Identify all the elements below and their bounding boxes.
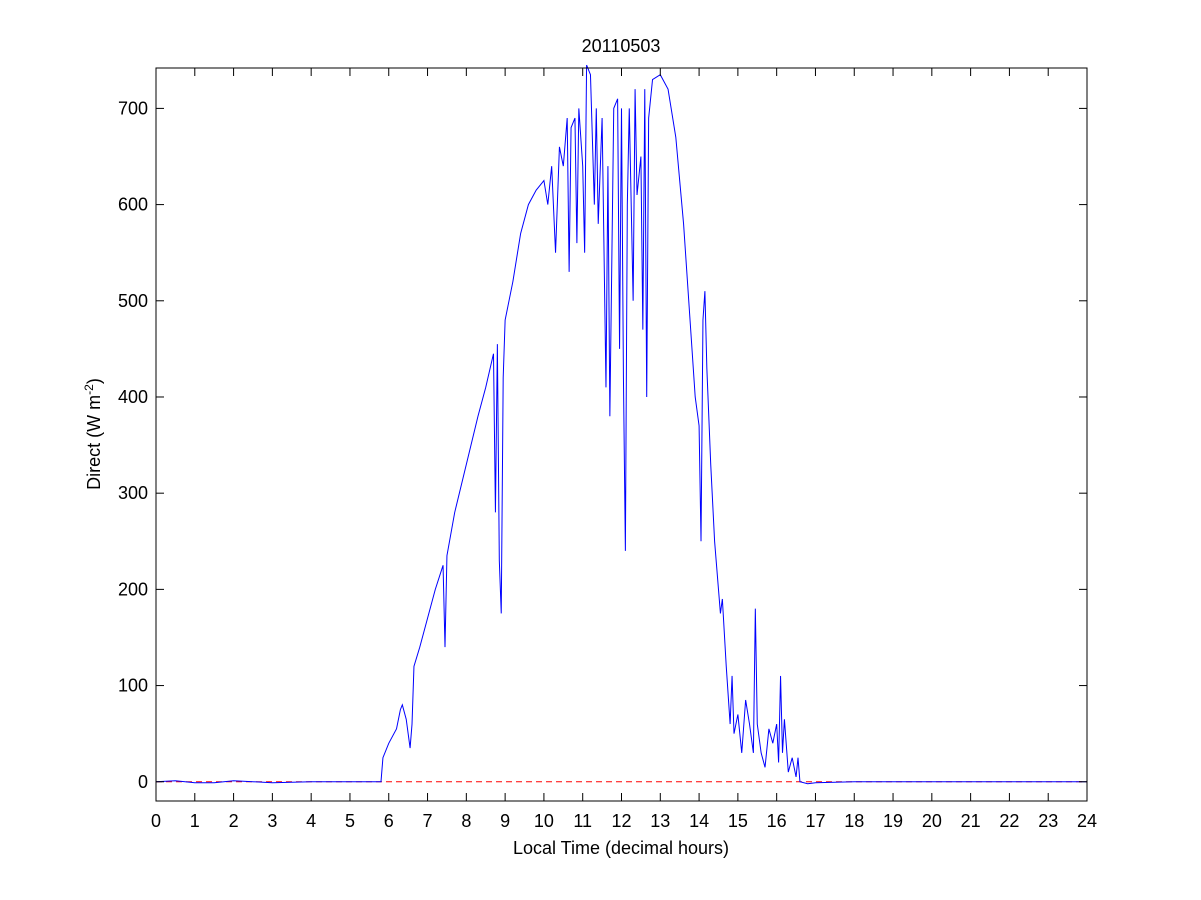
x-tick-label: 6 xyxy=(384,811,394,831)
x-tick-label: 1 xyxy=(190,811,200,831)
x-tick-label: 8 xyxy=(461,811,471,831)
x-tick-label: 16 xyxy=(767,811,787,831)
x-tick-label: 19 xyxy=(883,811,903,831)
y-tick-label: 300 xyxy=(118,483,148,503)
x-tick-label: 7 xyxy=(423,811,433,831)
x-tick-label: 18 xyxy=(844,811,864,831)
x-tick-label: 22 xyxy=(999,811,1019,831)
y-axis-label: Direct (W m-2) xyxy=(82,378,104,490)
x-tick-label: 0 xyxy=(151,811,161,831)
y-tick-label: 200 xyxy=(118,579,148,599)
x-tick-label: 9 xyxy=(500,811,510,831)
y-tick-label: 100 xyxy=(118,676,148,696)
y-tick-label: 400 xyxy=(118,387,148,407)
y-tick-label: 0 xyxy=(138,772,148,792)
x-tick-label: 20 xyxy=(922,811,942,831)
x-tick-label: 2 xyxy=(229,811,239,831)
data-line xyxy=(155,64,1087,785)
x-tick-label: 14 xyxy=(689,811,709,831)
x-tick-label: 13 xyxy=(650,811,670,831)
x-tick-label: 12 xyxy=(611,811,631,831)
y-tick-label: 500 xyxy=(118,291,148,311)
y-label-main: Direct (W m xyxy=(84,395,104,490)
y-label-sup: -2 xyxy=(82,384,96,395)
y-label-end: ) xyxy=(84,378,104,384)
y-tick-label: 700 xyxy=(118,98,148,118)
x-tick-label: 4 xyxy=(306,811,316,831)
x-tick-label: 17 xyxy=(805,811,825,831)
y-tick-label: 600 xyxy=(118,195,148,215)
chart-title: 20110503 xyxy=(582,36,661,56)
x-tick-label: 5 xyxy=(345,811,355,831)
x-tick-label: 23 xyxy=(1038,811,1058,831)
x-tick-label: 24 xyxy=(1077,811,1097,831)
x-tick-label: 10 xyxy=(534,811,554,831)
x-tick-label: 3 xyxy=(267,811,277,831)
x-axis-label: Local Time (decimal hours) xyxy=(513,838,729,858)
x-tick-label: 21 xyxy=(961,811,981,831)
x-tick-label: 15 xyxy=(728,811,748,831)
x-tick-label: 11 xyxy=(573,811,592,831)
